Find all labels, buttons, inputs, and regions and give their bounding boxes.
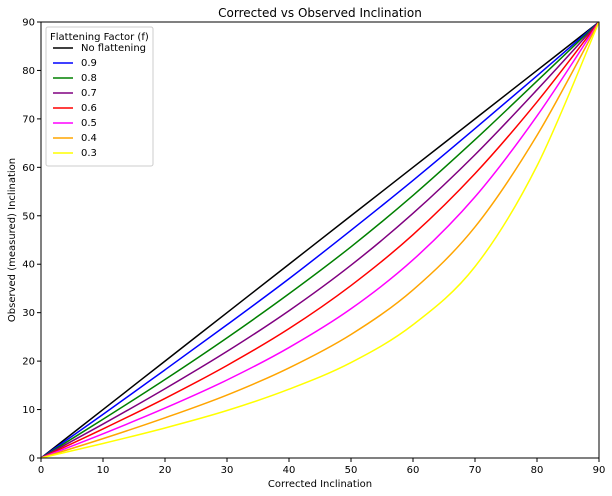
plot-area (40, 21, 600, 459)
x-tick-label: 90 (593, 465, 606, 476)
y-tick-label: 0 (29, 454, 35, 465)
y-tick-label: 50 (22, 211, 35, 222)
series-line-1 (40, 21, 600, 459)
chart-title: Corrected vs Observed Inclination (218, 6, 422, 20)
x-tick-label: 20 (159, 465, 172, 476)
legend-label: 0.3 (81, 148, 97, 159)
series-line-2 (40, 21, 600, 459)
y-tick-label: 70 (22, 114, 35, 125)
y-tick-label: 80 (22, 66, 35, 77)
y-axis: 0 10 20 30 40 50 60 70 80 90 (22, 18, 41, 465)
legend-label: 0.6 (81, 103, 97, 114)
series-line-3 (40, 21, 600, 459)
x-tick-label: 70 (469, 465, 482, 476)
x-tick-label: 0 (38, 465, 44, 476)
y-tick-label: 40 (22, 260, 35, 271)
y-tick-label: 30 (22, 308, 35, 319)
legend-label: 0.9 (81, 58, 97, 69)
y-tick-label: 60 (22, 163, 35, 174)
y-axis-title: Observed (measured) Inclination (7, 158, 18, 322)
y-tick-label: 10 (22, 405, 35, 416)
legend-label: 0.8 (81, 73, 97, 84)
plot-frame (40, 21, 600, 459)
x-tick-label: 80 (531, 465, 544, 476)
legend-label: 0.5 (81, 118, 97, 129)
legend: Flattening Factor (f) No flattening 0.9 0.… (45, 26, 154, 167)
x-tick-label: 30 (221, 465, 234, 476)
legend-label: 0.7 (81, 88, 97, 99)
x-tick-label: 60 (407, 465, 420, 476)
x-tick-label: 40 (283, 465, 296, 476)
y-tick-label: 90 (22, 18, 35, 29)
series-line-7 (40, 21, 600, 459)
legend-box (45, 26, 154, 167)
x-tick-label: 50 (345, 465, 358, 476)
series-line-6 (40, 21, 600, 459)
legend-label: 0.4 (81, 133, 97, 144)
x-tick-label: 10 (97, 465, 110, 476)
series-line-4 (40, 21, 600, 459)
legend-title: Flattening Factor (f) (50, 32, 149, 43)
x-axis-title: Corrected Inclination (268, 479, 372, 490)
series-line-0 (40, 21, 600, 459)
x-axis: 0 10 20 30 40 50 60 70 80 90 (38, 458, 606, 476)
y-tick-label: 20 (22, 357, 35, 368)
series-line-5 (40, 21, 600, 459)
legend-label: No flattening (81, 43, 146, 54)
